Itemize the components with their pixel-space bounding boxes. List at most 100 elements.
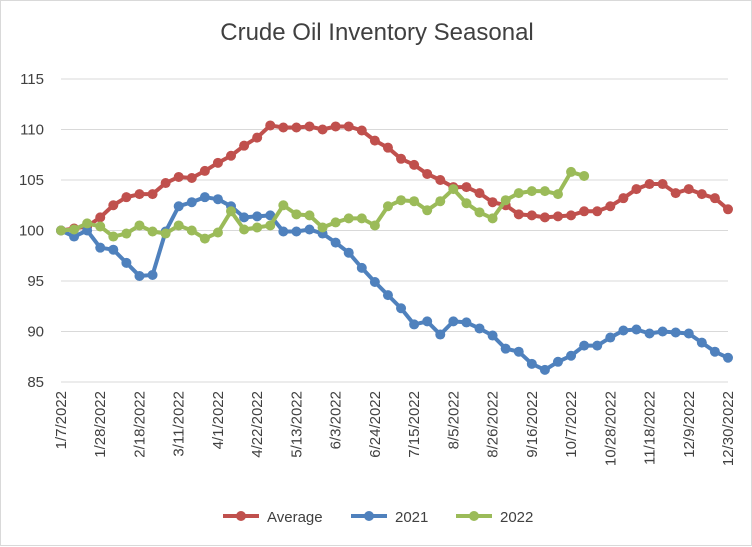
data-point-average: [474, 188, 485, 199]
data-point-average: [605, 201, 616, 212]
data-point-2021: [683, 328, 694, 339]
data-point-2021: [435, 329, 446, 340]
data-point-2021: [147, 269, 158, 280]
data-point-average: [461, 182, 472, 193]
series-line-average: [59, 123, 730, 233]
data-point-2021: [95, 242, 106, 253]
data-point-2021: [592, 340, 603, 351]
data-point-2022: [239, 224, 250, 235]
data-point-2022: [69, 224, 80, 235]
data-point-average: [212, 157, 223, 168]
data-point-average: [330, 121, 341, 132]
y-tick-label: 105: [19, 172, 44, 189]
data-point-2021: [539, 364, 550, 375]
data-point-2022: [199, 233, 210, 244]
data-point-2022: [396, 195, 407, 206]
x-tick-label: 1/7/2022: [53, 391, 70, 449]
data-point-2022: [186, 225, 197, 236]
data-point-2021: [369, 277, 380, 288]
data-point-2022: [422, 205, 433, 216]
data-point-2022: [579, 170, 590, 181]
data-point-average: [696, 189, 707, 200]
data-point-2021: [304, 224, 315, 235]
data-point-average: [108, 200, 119, 211]
data-point-2021: [212, 194, 223, 205]
data-point-average: [683, 184, 694, 195]
data-point-2021: [330, 237, 341, 248]
data-point-2021: [239, 212, 250, 223]
data-point-2021: [513, 346, 524, 357]
legend-label-2022: 2022: [500, 509, 533, 526]
data-point-2022: [121, 228, 132, 239]
data-point-2021: [631, 324, 642, 335]
data-point-2021: [448, 316, 459, 327]
data-point-2022: [435, 196, 446, 207]
data-point-average: [435, 175, 446, 185]
data-point-2022: [56, 225, 66, 236]
data-point-2022: [513, 188, 524, 199]
data-point-average: [579, 206, 590, 217]
legend: Average 2021 2022: [223, 509, 533, 526]
data-point-2022: [566, 166, 577, 177]
x-tick-label: 7/15/2022: [406, 391, 423, 458]
x-tick-label: 1/28/2022: [92, 391, 109, 458]
x-tick-label: 11/18/2022: [642, 391, 659, 465]
data-point-2022: [317, 222, 328, 233]
data-point-average: [134, 189, 145, 200]
data-point-average: [304, 121, 315, 132]
data-point-average: [343, 121, 354, 132]
data-point-2022: [252, 222, 263, 233]
data-point-2022: [304, 210, 315, 221]
data-point-2022: [500, 195, 511, 206]
x-tick-label: 8/5/2022: [445, 391, 462, 449]
data-point-2021: [657, 326, 668, 337]
y-tick-label: 85: [27, 374, 44, 391]
data-point-2021: [343, 247, 354, 258]
data-point-2021: [252, 211, 263, 222]
data-point-2022: [369, 220, 380, 231]
data-point-average: [369, 135, 380, 146]
data-point-2021: [278, 226, 289, 237]
data-point-2021: [186, 197, 197, 208]
data-point-average: [160, 178, 171, 189]
data-point-average: [487, 197, 498, 208]
data-point-average: [539, 212, 550, 223]
data-point-average: [226, 150, 237, 161]
data-point-2021: [461, 317, 472, 328]
legend-marker-average: [236, 511, 246, 521]
data-point-average: [147, 189, 158, 200]
data-point-average: [121, 192, 132, 203]
data-point-2022: [461, 198, 472, 209]
x-tick-label: 6/24/2022: [367, 391, 384, 458]
legend-marker-2022: [469, 511, 479, 521]
data-point-2021: [409, 319, 420, 330]
data-point-2021: [422, 316, 433, 327]
data-point-2022: [526, 186, 537, 197]
legend-label-average: Average: [267, 509, 323, 526]
data-point-2021: [670, 327, 681, 338]
series-line-2021: [59, 195, 730, 372]
data-point-2022: [134, 220, 145, 231]
x-tick-label: 6/3/2022: [328, 391, 345, 449]
data-point-2022: [108, 231, 119, 242]
data-point-2022: [474, 207, 485, 218]
data-point-2022: [343, 213, 354, 224]
data-point-2021: [723, 352, 733, 363]
data-point-2022: [173, 220, 184, 231]
x-tick-label: 10/7/2022: [563, 391, 580, 458]
data-point-2022: [487, 213, 498, 224]
data-point-2021: [696, 337, 707, 348]
data-point-average: [252, 132, 263, 143]
x-tick-label: 8/26/2022: [485, 391, 502, 458]
data-point-2021: [199, 192, 210, 203]
data-point-average: [566, 210, 577, 221]
legend-marker-2021: [364, 511, 374, 521]
data-point-2021: [356, 262, 367, 273]
x-tick-label: 4/1/2022: [210, 391, 227, 449]
data-point-average: [382, 142, 393, 153]
data-point-average: [95, 212, 106, 223]
data-point-2022: [147, 226, 158, 237]
data-point-average: [409, 159, 420, 170]
